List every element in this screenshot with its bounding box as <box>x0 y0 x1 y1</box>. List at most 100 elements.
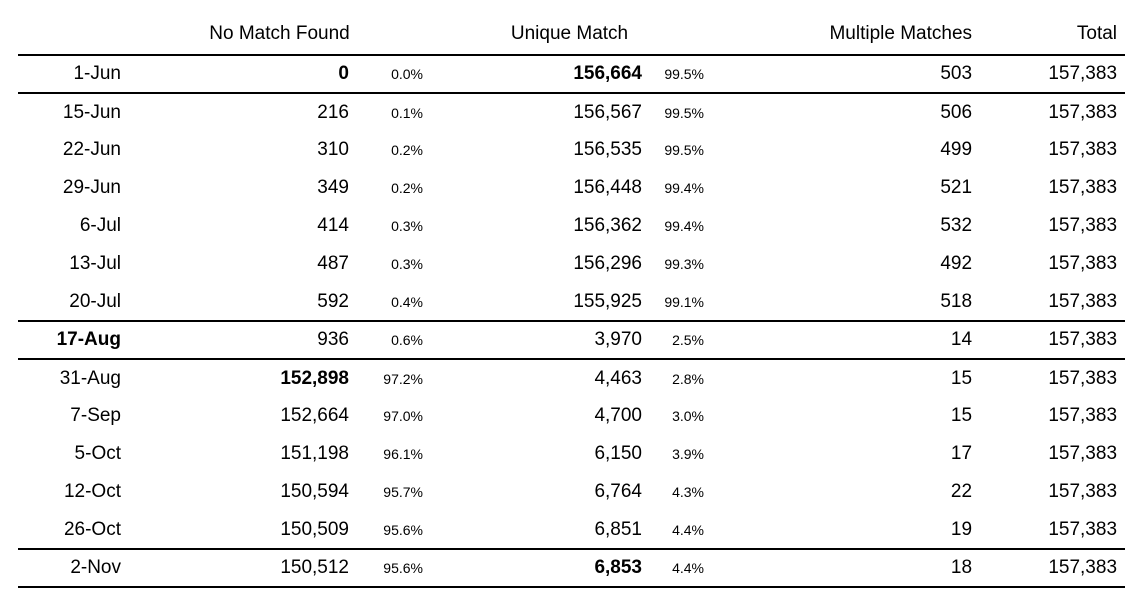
cell-total: 157,383 <box>1048 139 1118 160</box>
cell-total: 157,383 <box>1048 253 1118 274</box>
cell-unique-pct: 99.4% <box>664 218 705 234</box>
cell-multiple-matches: 532 <box>940 215 973 236</box>
cell-no-match-pct: 0.1% <box>391 104 423 121</box>
cell-unique-pct: 99.5% <box>664 104 705 121</box>
cell-date: 5-Oct <box>74 443 121 464</box>
cell-date: 1-Jun <box>73 63 121 84</box>
cell-total: 157,383 <box>1048 101 1118 123</box>
header-multiple-matches: Multiple Matches <box>829 23 973 44</box>
header-date <box>18 14 130 55</box>
cell-unique-count: 6,150 <box>594 443 642 464</box>
cell-no-match-count: 0 <box>338 63 349 84</box>
cell-unique-count: 156,448 <box>573 177 642 198</box>
cell-unique-pct: 4.4% <box>672 560 705 576</box>
cell-unique-count: 6,851 <box>594 518 642 540</box>
table-row: 1-Jun 0 0.0% 156,664 99.5% 503 157,383 <box>18 55 1126 93</box>
cell-unique-pct: 4.3% <box>672 484 705 500</box>
table-row: 2-Nov 150,512 95.6% 6,853 4.4% 18 157,38… <box>18 549 1126 587</box>
cell-no-match-pct: 96.1% <box>383 446 423 462</box>
cell-no-match-pct: 97.0% <box>383 408 423 424</box>
cell-total: 157,383 <box>1048 405 1118 426</box>
cell-no-match-pct: 0.0% <box>391 66 423 82</box>
cell-no-match-pct: 0.2% <box>391 142 423 158</box>
cell-multiple-matches: 499 <box>940 139 973 160</box>
cell-no-match-count: 936 <box>317 329 349 350</box>
cell-unique-count: 6,764 <box>594 481 642 502</box>
table-row: 5-Oct 151,198 96.1% 6,150 3.9% 17 157,38… <box>18 435 1125 473</box>
table-row: 31-Aug 152,898 97.2% 4,463 2.8% 15 157,3… <box>18 359 1125 397</box>
header-unique-match: Unique Match <box>510 23 629 44</box>
cell-unique-pct: 2.5% <box>672 332 705 348</box>
cell-date: 29-Jun <box>62 177 121 198</box>
cell-multiple-matches: 15 <box>950 367 973 389</box>
cell-multiple-matches: 19 <box>950 518 973 540</box>
cell-multiple-matches: 14 <box>950 329 973 350</box>
cell-no-match-count: 349 <box>317 177 349 198</box>
cell-date: 26-Oct <box>63 518 121 540</box>
cell-no-match-count: 150,594 <box>280 481 349 502</box>
cell-multiple-matches: 22 <box>950 481 973 502</box>
cell-no-match-count: 310 <box>317 139 349 160</box>
cell-unique-pct: 4.4% <box>672 521 705 538</box>
table-row: 17-Aug 936 0.6% 3,970 2.5% 14 157,383 <box>18 321 1126 359</box>
cell-no-match-count: 487 <box>317 253 349 274</box>
cell-no-match-count: 152,664 <box>280 405 349 426</box>
cell-unique-pct: 99.5% <box>664 142 705 158</box>
cell-total: 157,383 <box>1048 290 1118 312</box>
cell-no-match-count: 414 <box>317 215 349 236</box>
cell-unique-count: 4,463 <box>594 367 642 389</box>
cell-multiple-matches: 17 <box>950 443 973 464</box>
cell-unique-count: 156,567 <box>573 101 642 123</box>
cell-date: 7-Sep <box>70 405 121 426</box>
table-row: 7-Sep 152,664 97.0% 4,700 3.0% 15 157,38… <box>18 397 1125 435</box>
cell-date: 2-Nov <box>70 557 121 578</box>
cell-total: 157,383 <box>1048 63 1118 84</box>
cell-no-match-count: 151,198 <box>280 443 349 464</box>
cell-unique-pct: 99.3% <box>664 256 705 272</box>
cell-unique-count: 156,535 <box>573 139 642 160</box>
header-no-match-found: No Match Found <box>209 23 350 44</box>
cell-multiple-matches: 492 <box>940 253 973 274</box>
cell-date: 6-Jul <box>79 215 121 236</box>
cell-multiple-matches: 518 <box>940 290 973 312</box>
cell-no-match-pct: 97.2% <box>383 370 423 387</box>
cell-no-match-count: 592 <box>317 290 349 312</box>
cell-no-match-pct: 95.6% <box>383 521 423 538</box>
cell-date: 22-Jun <box>62 139 121 160</box>
cell-no-match-pct: 0.2% <box>391 180 423 196</box>
cell-no-match-count: 152,898 <box>280 367 349 389</box>
cell-multiple-matches: 503 <box>940 63 973 84</box>
table-row: 22-Jun 310 0.2% 156,535 99.5% 499 157,38… <box>18 131 1125 169</box>
cell-no-match-pct: 0.6% <box>391 332 423 348</box>
cell-date: 20-Jul <box>69 290 121 312</box>
cell-multiple-matches: 506 <box>940 101 973 123</box>
cell-total: 157,383 <box>1048 443 1118 464</box>
cell-unique-pct: 3.9% <box>672 446 705 462</box>
cell-unique-pct: 99.1% <box>664 293 705 310</box>
cell-date: 31-Aug <box>59 367 121 389</box>
cell-unique-count: 156,664 <box>573 63 642 84</box>
cell-date: 17-Aug <box>56 329 121 350</box>
cell-unique-count: 155,925 <box>573 290 642 312</box>
cell-unique-pct: 99.4% <box>664 180 705 196</box>
table-row: 20-Jul 592 0.4% 155,925 99.1% 518 157,38… <box>18 283 1126 321</box>
cell-total: 157,383 <box>1048 177 1118 198</box>
cell-multiple-matches: 15 <box>950 405 973 426</box>
cell-total: 157,383 <box>1048 481 1118 502</box>
cell-unique-count: 3,970 <box>594 329 642 350</box>
cell-no-match-count: 216 <box>317 101 349 123</box>
match-results-table: No Match Found Unique Match Multiple Mat… <box>18 14 1126 588</box>
cell-date: 12-Oct <box>63 481 121 502</box>
cell-date: 13-Jul <box>69 253 121 274</box>
cell-unique-count: 6,853 <box>594 557 642 578</box>
cell-no-match-count: 150,509 <box>280 518 349 540</box>
table-row: 6-Jul 414 0.3% 156,362 99.4% 532 157,383 <box>18 207 1125 245</box>
cell-no-match-count: 150,512 <box>280 557 349 578</box>
cell-no-match-pct: 0.4% <box>391 293 423 310</box>
cell-date: 15-Jun <box>62 101 121 123</box>
cell-multiple-matches: 521 <box>940 177 973 198</box>
cell-no-match-pct: 95.6% <box>383 560 423 576</box>
cell-no-match-pct: 0.3% <box>391 218 423 234</box>
header-total: Total <box>1076 23 1118 44</box>
table-row: 15-Jun 216 0.1% 156,567 99.5% 506 157,38… <box>18 93 1125 131</box>
